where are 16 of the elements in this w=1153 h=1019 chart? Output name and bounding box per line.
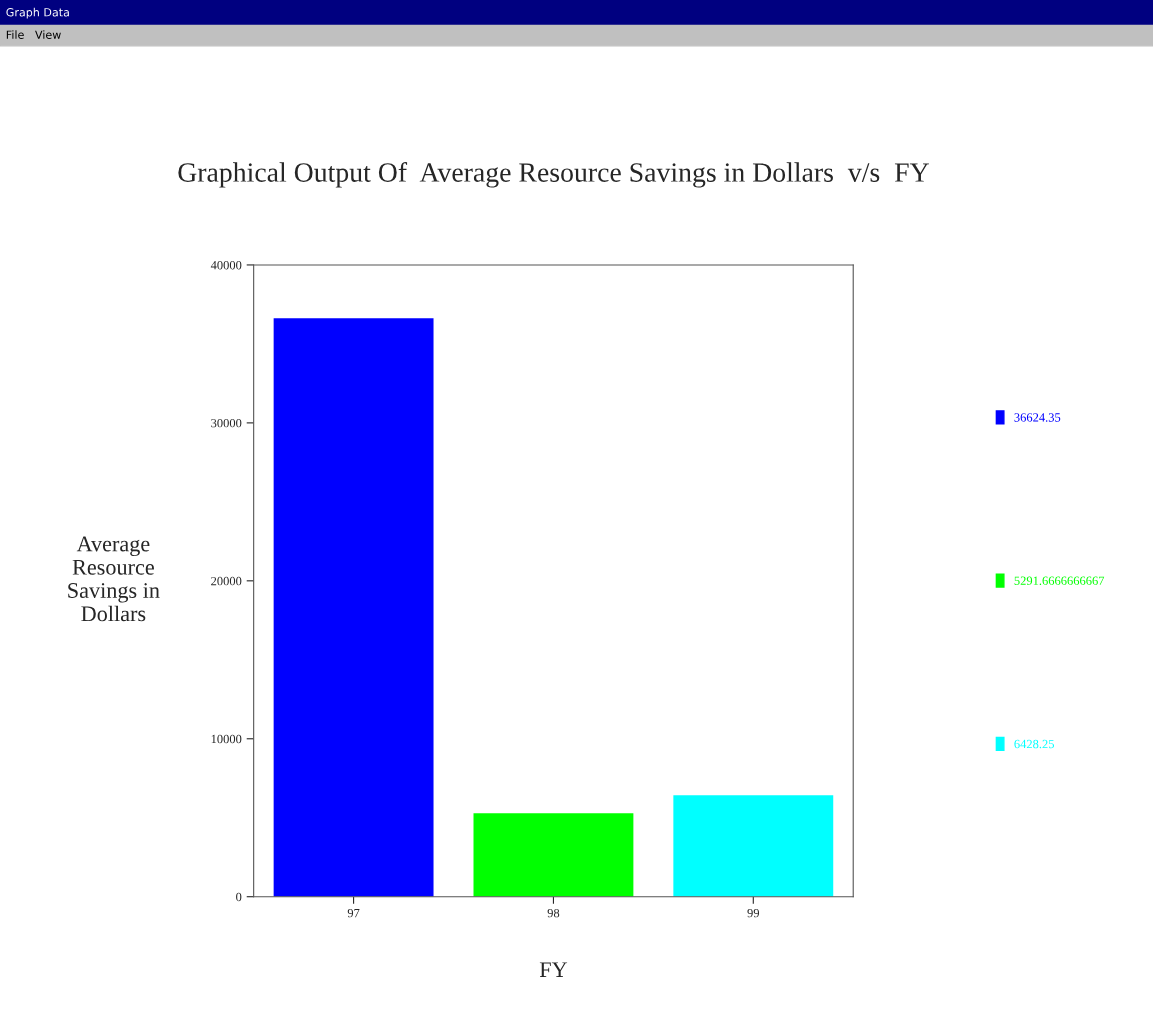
y-tick-label: 0 <box>236 892 242 902</box>
x-tick-label: 97 <box>347 908 360 918</box>
y-tick-label: 20000 <box>211 576 242 586</box>
legend-label: 5291.6666666667 <box>1014 576 1105 585</box>
text: File View <box>6 30 61 39</box>
x-axis-title: FY <box>539 962 568 977</box>
x-tick-label: 99 <box>747 908 760 918</box>
y-tick-label: 40000 <box>210 260 242 270</box>
legend-label: 36624.35 <box>1014 413 1061 422</box>
chart-title: Graphical Output Of Average Resource Savings in Dollars v/s FY <box>178 162 929 188</box>
y-tick-label: 30000 <box>211 418 242 428</box>
text: Graph Data <box>6 7 69 19</box>
legend-label: 6428.25 <box>1014 739 1055 749</box>
y-tick-label: 10000 <box>211 734 242 744</box>
y-axis-title: Average Resource Savings in Dollars <box>68 536 160 622</box>
x-tick-label: 98 <box>547 908 560 918</box>
